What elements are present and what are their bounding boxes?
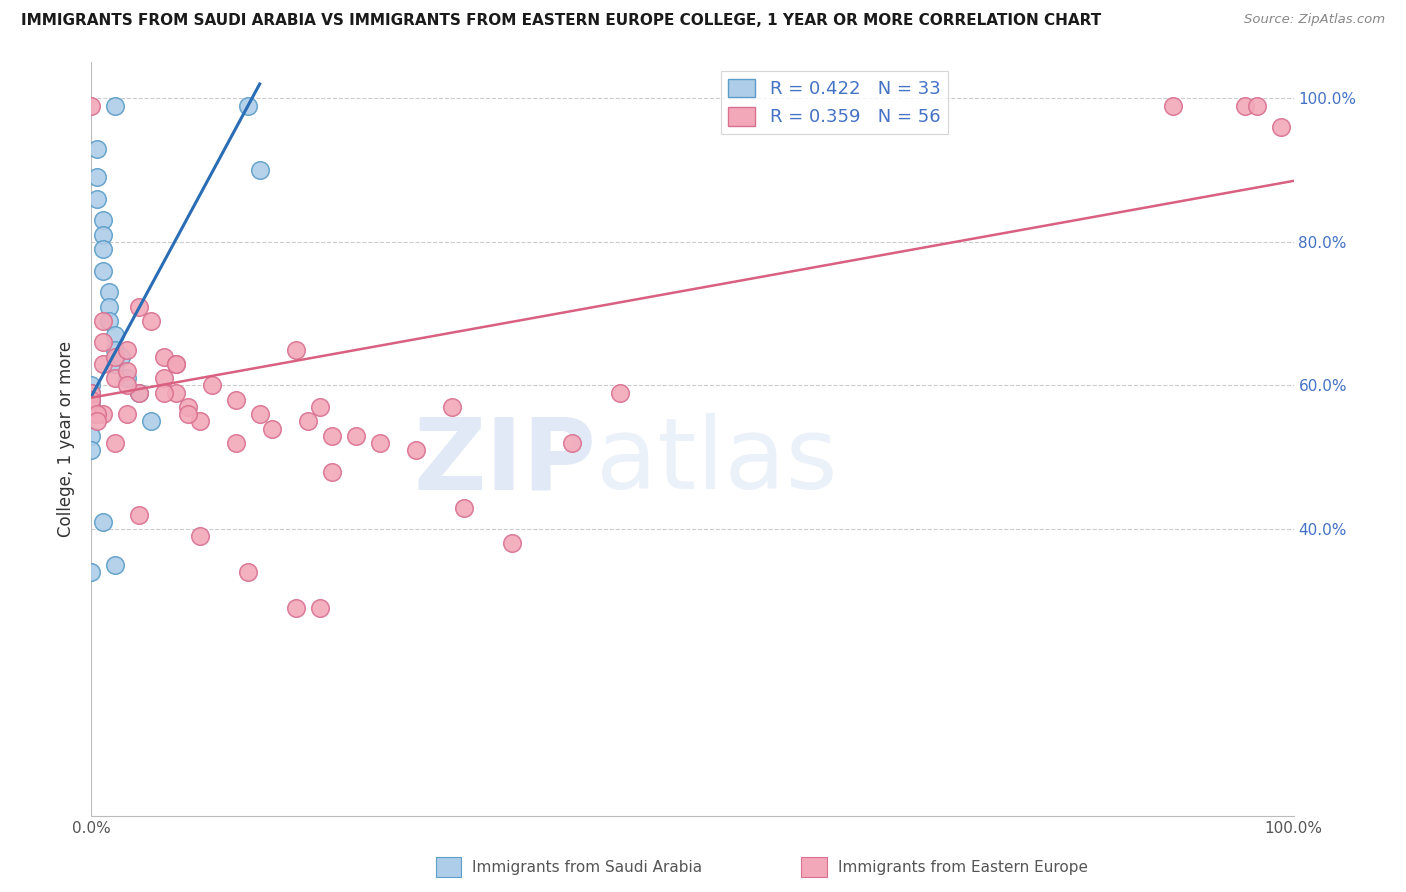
Point [110,350,132,364]
Point [80,443,103,458]
Point [236,98,259,112]
Point [86,414,108,428]
Y-axis label: College, 1 year or more: College, 1 year or more [58,342,76,537]
Point [104,357,127,371]
Point [80,400,103,414]
Point [297,414,319,428]
Point [249,407,271,421]
Point [128,300,150,314]
Point [141,314,163,328]
Point [80,407,103,421]
Point [104,558,127,572]
Point [249,163,271,178]
Point [93,357,115,371]
Point [80,385,103,400]
Point [86,142,108,156]
Point [80,400,103,414]
Point [344,428,367,442]
Point [80,392,103,407]
Point [165,357,187,371]
Point [104,350,127,364]
Point [104,328,127,343]
Point [93,263,115,277]
Point [80,385,103,400]
Point [80,98,103,112]
Point [80,400,103,414]
Point [368,436,391,450]
Text: Immigrants from Saudi Arabia: Immigrants from Saudi Arabia [472,860,703,874]
Point [128,385,150,400]
Point [501,536,523,550]
Point [117,371,139,385]
Point [1270,120,1292,134]
Point [141,414,163,428]
Point [128,385,150,400]
Point [188,414,211,428]
Point [1246,98,1268,112]
Point [104,343,127,357]
Text: IMMIGRANTS FROM SAUDI ARABIA VS IMMIGRANTS FROM EASTERN EUROPE COLLEGE, 1 YEAR O: IMMIGRANTS FROM SAUDI ARABIA VS IMMIGRAN… [21,13,1101,29]
Point [93,314,115,328]
Point [98,300,121,314]
Point [80,565,103,579]
Point [284,601,307,615]
Point [98,314,121,328]
Text: ZIP: ZIP [413,413,596,510]
Legend: R = 0.422   N = 33, R = 0.359   N = 56: R = 0.422 N = 33, R = 0.359 N = 56 [721,71,948,134]
Point [453,500,475,515]
Point [1161,98,1184,112]
Point [176,400,198,414]
Point [117,343,139,357]
Point [93,515,115,529]
Point [321,428,343,442]
Point [93,213,115,227]
Point [117,407,139,421]
Point [93,407,115,421]
Point [284,343,307,357]
Text: atlas: atlas [596,413,838,510]
Point [152,350,174,364]
Point [165,385,187,400]
Point [165,357,187,371]
Text: Immigrants from Eastern Europe: Immigrants from Eastern Europe [838,860,1088,874]
Point [104,371,127,385]
Point [152,385,174,400]
Point [93,227,115,242]
Point [321,465,343,479]
Point [308,400,330,414]
Point [260,421,283,435]
Point [440,400,463,414]
Point [236,565,259,579]
Point [80,378,103,392]
Point [80,392,103,407]
Point [80,392,103,407]
Point [201,378,224,392]
Point [1234,98,1257,112]
Point [86,170,108,185]
Point [225,392,247,407]
Point [609,385,631,400]
Point [80,385,103,400]
Point [104,436,127,450]
Point [104,98,127,112]
Point [308,601,330,615]
Point [93,335,115,350]
Point [405,443,427,458]
Point [93,242,115,256]
Point [117,378,139,392]
Point [561,436,583,450]
Point [80,428,103,442]
Point [225,436,247,450]
Point [98,285,121,300]
Point [86,407,108,421]
Point [86,192,108,206]
Text: Source: ZipAtlas.com: Source: ZipAtlas.com [1244,13,1385,27]
Point [188,529,211,543]
Point [176,407,198,421]
Point [152,371,174,385]
Point [117,364,139,378]
Point [128,508,150,522]
